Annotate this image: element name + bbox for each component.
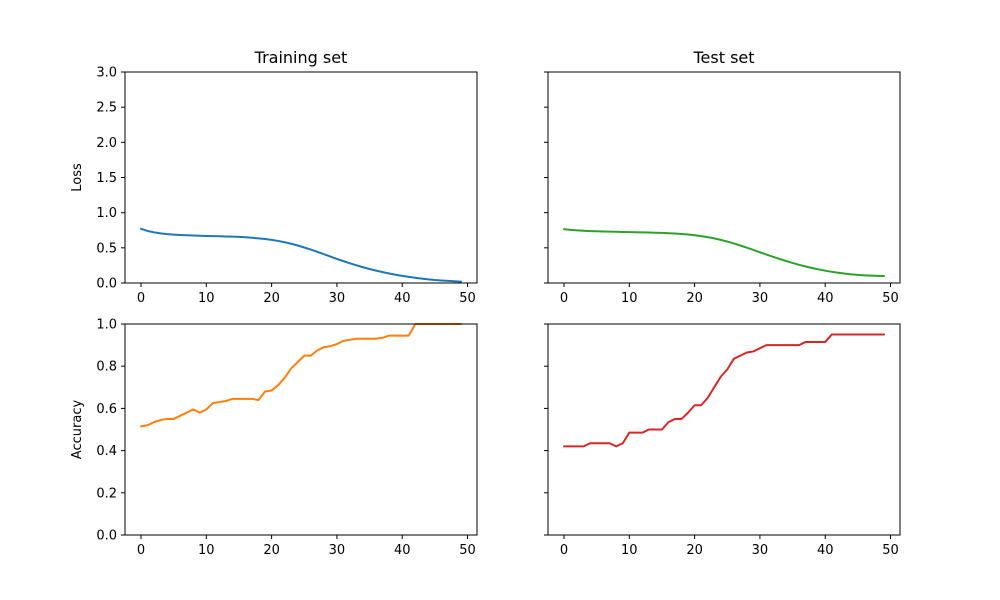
y-tick-label: 0.5 xyxy=(96,241,117,256)
x-tick-label: 50 xyxy=(882,291,899,306)
series-line-test-loss xyxy=(563,228,885,277)
x-tick-label: 0 xyxy=(560,291,568,306)
series-line-train-accuracy xyxy=(140,323,462,428)
subplot-title: Training set xyxy=(254,48,348,67)
x-tick-label: 40 xyxy=(394,543,411,558)
axes-frame xyxy=(124,71,478,284)
x-tick-label: 30 xyxy=(329,291,346,306)
y-tick-label: 2.0 xyxy=(96,136,117,151)
x-tick-label: 0 xyxy=(137,291,145,306)
subplot-train-accuracy: 0 10 20 30 40 50 0.0 0.2 0.4 0.6 0.8 1.0 Accuracy xyxy=(70,318,478,558)
y-axis-label: Loss xyxy=(70,163,85,192)
y-tick-label: 3.0 xyxy=(96,66,117,81)
series-line-train-loss xyxy=(140,227,462,283)
series-line-test-accuracy xyxy=(563,333,885,448)
x-tick-label: 0 xyxy=(560,543,568,558)
x-tick-label: 50 xyxy=(882,543,899,558)
subplot-test-loss: 0 10 20 30 40 50 Test set xyxy=(544,48,901,306)
x-tick-label: 30 xyxy=(752,291,769,306)
x-tick-label: 40 xyxy=(394,291,411,306)
x-tick-label: 30 xyxy=(752,543,769,558)
y-tick-label: 0.0 xyxy=(96,277,117,292)
y-tick-label: 0.4 xyxy=(96,444,117,459)
x-tick-label: 10 xyxy=(198,543,215,558)
y-tick-label: 2.5 xyxy=(96,101,117,116)
x-tick-label: 10 xyxy=(621,543,638,558)
y-tick-label: 0.2 xyxy=(96,486,117,501)
subplot-test-accuracy: 0 10 20 30 40 50 xyxy=(544,323,901,558)
x-tick-label: 30 xyxy=(329,543,346,558)
x-tick-label: 40 xyxy=(817,291,834,306)
y-tick-label: 1.0 xyxy=(96,206,117,221)
x-tick-label: 0 xyxy=(137,543,145,558)
y-tick-label: 0.0 xyxy=(96,529,117,544)
x-tick-label: 20 xyxy=(686,291,703,306)
axes-frame xyxy=(547,71,901,284)
subplot-title: Test set xyxy=(692,48,754,67)
x-tick-label: 20 xyxy=(686,543,703,558)
x-tick-label: 40 xyxy=(817,543,834,558)
subplot-train-loss: 0 10 20 30 40 50 0.0 0.5 1.0 1.5 2.0 2.5 3.0 Training… xyxy=(70,48,478,306)
y-tick-label: 1.0 xyxy=(96,318,117,333)
axes-frame xyxy=(547,323,901,536)
y-tick-label: 1.5 xyxy=(96,171,117,186)
axes-frame xyxy=(124,323,478,536)
x-tick-label: 50 xyxy=(459,543,476,558)
x-tick-label: 10 xyxy=(621,291,638,306)
x-tick-label: 50 xyxy=(459,291,476,306)
x-tick-label: 20 xyxy=(263,291,280,306)
x-tick-label: 20 xyxy=(263,543,280,558)
y-axis-label: Accuracy xyxy=(70,400,85,460)
y-tick-label: 0.6 xyxy=(96,402,117,417)
x-tick-label: 10 xyxy=(198,291,215,306)
y-tick-label: 0.8 xyxy=(96,360,117,375)
